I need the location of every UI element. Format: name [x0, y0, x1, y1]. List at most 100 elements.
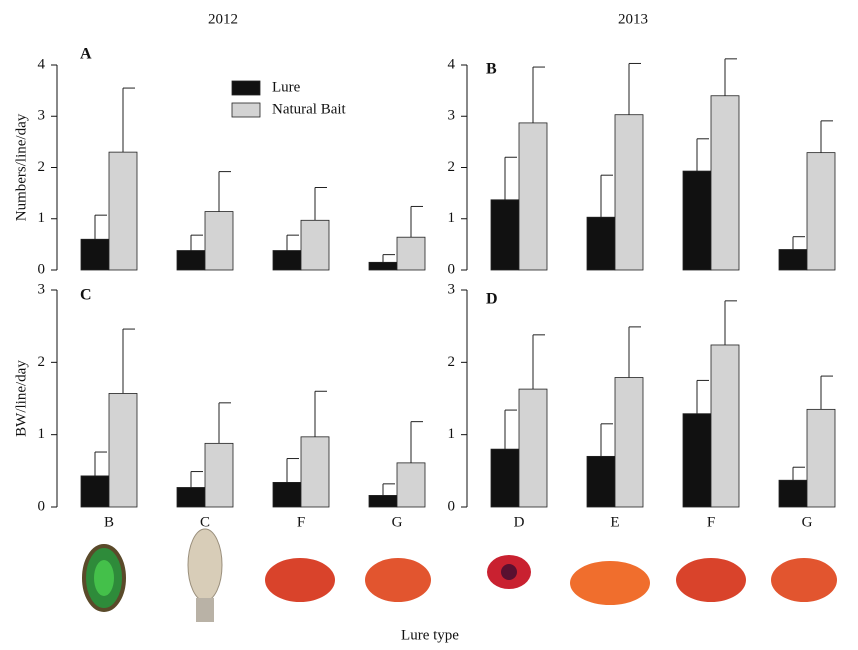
panel-label: B — [486, 61, 497, 78]
error-bar — [122, 87, 135, 153]
bar — [614, 114, 644, 271]
bar — [204, 211, 234, 271]
error-bar — [286, 458, 299, 483]
error-bar — [122, 328, 135, 394]
y-tick-label: 4 — [38, 56, 46, 72]
y-axis-label: BW/line/day — [13, 360, 29, 437]
error-bar — [382, 483, 395, 496]
bar — [396, 462, 426, 508]
error-bar — [382, 254, 395, 263]
y-tick-label: 4 — [448, 56, 456, 72]
x-tick-label: F — [297, 514, 305, 530]
y-tick-label: 0 — [38, 261, 46, 277]
bar — [272, 482, 302, 508]
bar — [108, 151, 138, 271]
error-bar — [696, 138, 709, 172]
x-tick-label: F — [707, 514, 715, 530]
error-bar — [820, 120, 833, 153]
bar — [176, 487, 206, 508]
y-tick-label: 1 — [38, 210, 46, 226]
y-tick-label: 3 — [38, 108, 46, 124]
legend-swatch — [231, 80, 261, 96]
error-bar — [94, 214, 107, 240]
error-bar — [532, 66, 545, 123]
lure-image — [265, 558, 335, 602]
bar — [806, 152, 836, 271]
error-bar — [628, 62, 641, 115]
legend-swatch — [231, 102, 261, 118]
error-bar — [724, 300, 737, 345]
error-bar — [820, 375, 833, 410]
error-bar — [792, 236, 805, 250]
error-bar — [190, 471, 203, 488]
x-tick-label: G — [802, 514, 813, 530]
panel-label: C — [80, 287, 92, 304]
bar — [204, 442, 234, 508]
y-tick-label: 2 — [38, 159, 46, 175]
y-tick-label: 3 — [448, 108, 456, 124]
y-tick-label: 0 — [38, 498, 46, 514]
bar — [586, 455, 616, 508]
y-axis-label: Numbers/line/day — [13, 113, 29, 221]
x-tick-label: C — [200, 514, 210, 530]
bar — [682, 413, 712, 508]
bar — [300, 436, 330, 508]
error-bar — [410, 421, 423, 463]
y-tick-label: 1 — [448, 426, 456, 442]
error-bar — [286, 234, 299, 251]
lure-image — [501, 564, 517, 580]
y-tick-label: 2 — [38, 354, 46, 370]
bar — [806, 408, 836, 508]
bar — [396, 236, 426, 271]
bar — [682, 170, 712, 271]
error-bar — [190, 234, 203, 251]
error-bar — [724, 58, 737, 96]
bar — [778, 479, 808, 508]
error-bar — [218, 402, 231, 444]
bar — [176, 250, 206, 271]
error-bar — [504, 409, 517, 450]
error-bar — [532, 334, 545, 390]
bar — [518, 388, 548, 508]
error-bar — [94, 451, 107, 476]
column-title: 2013 — [618, 11, 648, 27]
y-tick-label: 1 — [448, 210, 456, 226]
lure-image — [570, 561, 650, 605]
bar — [586, 216, 616, 271]
error-bar — [314, 186, 327, 221]
error-bar — [628, 326, 641, 378]
x-tick-label: E — [610, 514, 619, 530]
lure-images — [82, 528, 837, 622]
error-bar — [218, 171, 231, 212]
bar — [518, 122, 548, 271]
y-tick-label: 3 — [38, 281, 46, 297]
lure-image — [94, 560, 114, 596]
lure-image — [196, 598, 214, 622]
legend-label: Lure — [272, 79, 301, 95]
bar — [272, 250, 302, 271]
bar — [368, 261, 398, 271]
y-tick-label: 1 — [38, 426, 46, 442]
legend-label: Natural Bait — [272, 101, 347, 117]
column-title: 2012 — [208, 11, 238, 27]
bar — [490, 448, 520, 508]
lure-image — [676, 558, 746, 602]
error-bar — [696, 379, 709, 414]
x-tick-label: B — [104, 514, 114, 530]
lure-image — [365, 558, 431, 602]
y-tick-label: 0 — [448, 498, 456, 514]
bar — [490, 199, 520, 271]
lure-image — [187, 528, 223, 602]
bar — [368, 495, 398, 508]
bar — [108, 393, 138, 508]
error-bar — [600, 423, 613, 457]
bar — [710, 95, 740, 271]
bar — [80, 238, 110, 271]
y-tick-label: 0 — [448, 261, 456, 277]
y-tick-label: 3 — [448, 281, 456, 297]
x-axis-label: Lure type — [401, 627, 459, 643]
bar — [80, 475, 110, 508]
error-bar — [410, 205, 423, 238]
x-tick-label: G — [392, 514, 403, 530]
bar — [778, 249, 808, 271]
